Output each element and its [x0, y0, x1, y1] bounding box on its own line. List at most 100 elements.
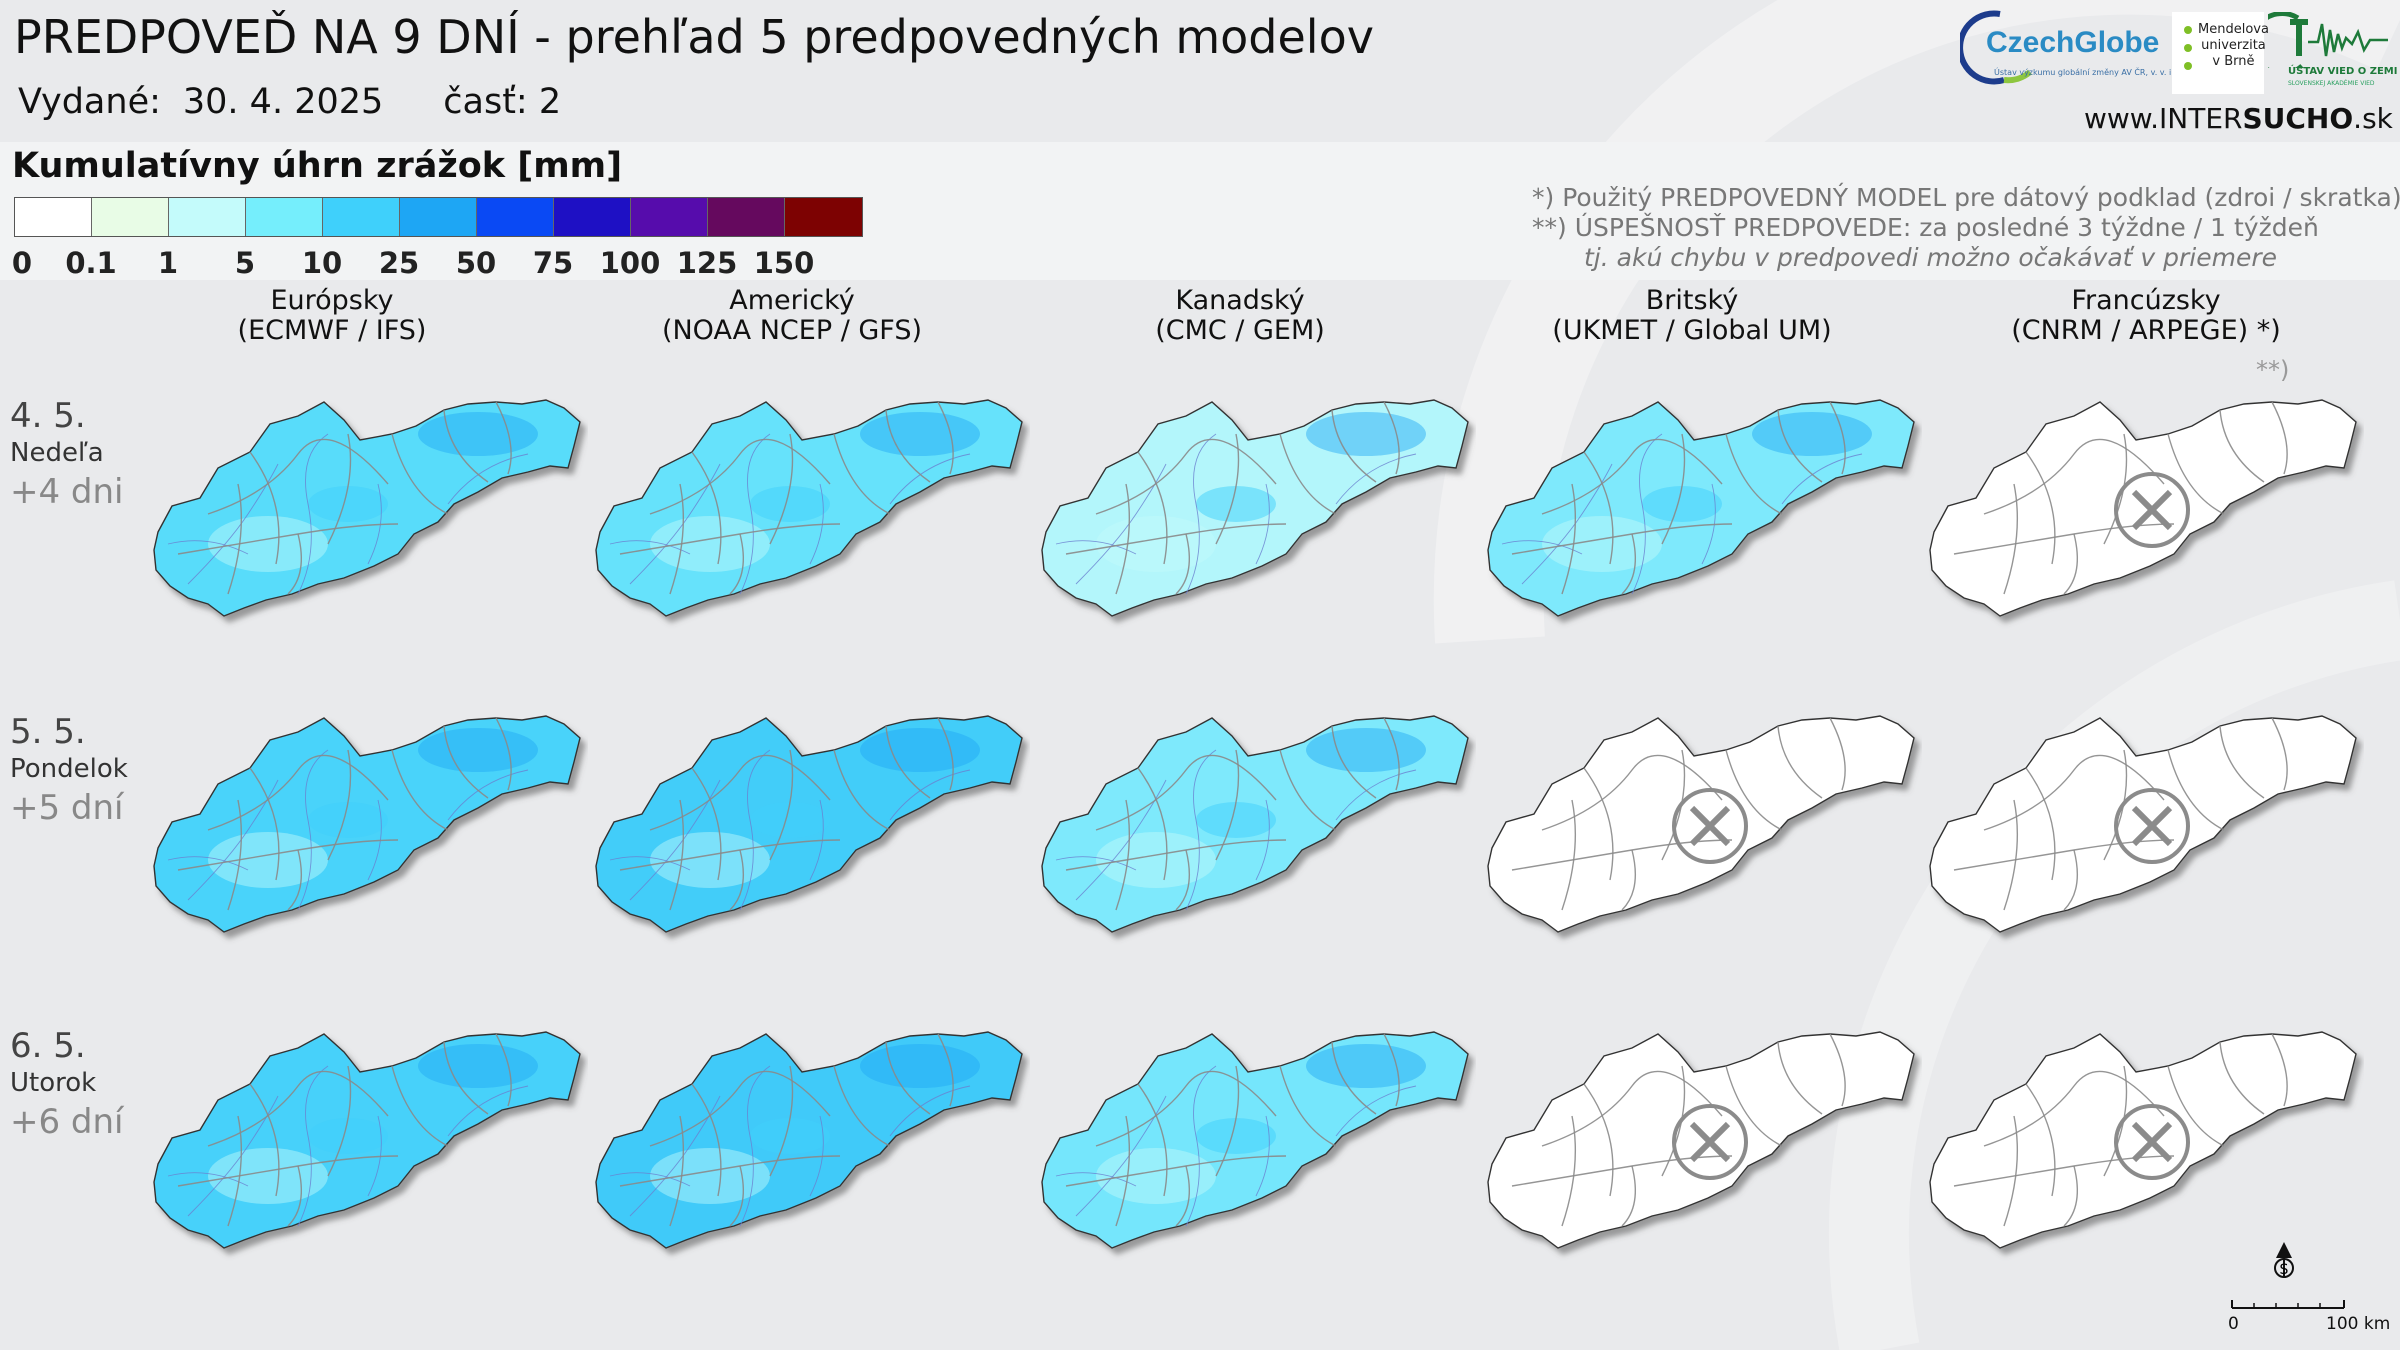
- slovakia-map: [153, 399, 581, 617]
- issued-label: Vydané:: [18, 82, 161, 122]
- legend-swatch-9: [708, 198, 785, 236]
- mendelu-line: Mendelova: [2198, 22, 2269, 37]
- scale-start: 0: [2228, 1314, 2239, 1334]
- legend-label-7: 75: [532, 246, 574, 280]
- map-r3-c2: [590, 1026, 1030, 1266]
- map-r3-c1: [148, 1026, 588, 1266]
- map-r3-c5: [1924, 1026, 2364, 1266]
- legend-label-4: 10: [301, 246, 343, 280]
- note-success: **) ÚSPEŠNOSŤ PREDPOVEDE: za posledné 3 …: [1532, 213, 2319, 242]
- ustav-vied-logo: ÚSTAV VIED O ZEMI SLOVENSKEJ AKADÉMIE VI…: [2268, 12, 2397, 94]
- legend-swatch-3: [246, 198, 323, 236]
- model-name: Francúzsky: [2071, 285, 2221, 316]
- column-header-american: Americký (NOAA NCEP / GFS): [642, 286, 942, 346]
- ustav-name: ÚSTAV VIED O ZEMI: [2288, 66, 2398, 77]
- map-r1-c2: [590, 394, 1030, 634]
- row-label-day-1: 4. 5. Nedeľa +4 dni: [10, 396, 124, 514]
- map-r2-c5: [1924, 710, 2364, 950]
- unavailable-icon: [1672, 788, 1748, 864]
- day-weekday: Pondelok: [10, 754, 128, 784]
- partner-logos: CzechGlobe Ústav výzkumu globální změny …: [1960, 6, 2397, 106]
- slovakia-map: [1929, 399, 2357, 617]
- map-r1-c3: [1036, 394, 1476, 634]
- legend-swatch-7: [554, 198, 631, 236]
- map-r2-c4: [1482, 710, 1922, 950]
- czechglobe-subtitle: Ústav výzkumu globální změny AV ČR, v. v…: [1994, 68, 2174, 77]
- unavailable-icon: [2114, 472, 2190, 548]
- issued-line: Vydané: 30. 4. 2025 časť: 2: [18, 82, 561, 122]
- issued-date: 30. 4. 2025: [182, 82, 384, 122]
- map-r3-c4: [1482, 1026, 1922, 1266]
- slovakia-map: [1929, 715, 2357, 933]
- row-label-day-2: 5. 5. Pondelok +5 dní: [10, 712, 128, 830]
- legend-color-bar: [14, 197, 863, 237]
- legend-label-8: 100: [599, 246, 661, 280]
- map-r2-c1: [148, 710, 588, 950]
- model-code: (NOAA NCEP / GFS): [661, 315, 923, 346]
- map-r2-c2: [590, 710, 1030, 950]
- row-label-day-3: 6. 5. Utorok +6 dní: [10, 1026, 124, 1144]
- unavailable-icon: [2114, 788, 2190, 864]
- model-code: (ECMWF / IFS): [237, 315, 427, 346]
- slovakia-map: [595, 715, 1023, 933]
- success-marker: **): [2256, 356, 2290, 384]
- legend-swatch-6: [477, 198, 554, 236]
- legend-labels: 0 0.1 1 5 10 25 50 75 100 125 150: [0, 246, 900, 280]
- legend-label-2: 1: [157, 246, 179, 280]
- czechglobe-logo: CzechGlobe Ústav výzkumu globální změny …: [1960, 6, 2174, 86]
- mendelu-dot-icon: [2184, 26, 2192, 34]
- legend-swatch-5: [400, 198, 477, 236]
- map-r1-c1: [148, 394, 588, 634]
- legend-swatch-0: [15, 198, 92, 236]
- model-code: (CMC / GEM): [1155, 315, 1325, 346]
- model-name: Európsky: [270, 285, 394, 316]
- slovakia-map: [1487, 399, 1915, 617]
- note-explanation: tj. akú chybu v predpovedi možno očakáva…: [1584, 243, 2278, 272]
- legend-swatch-4: [323, 198, 400, 236]
- day-date: 5. 5.: [10, 712, 86, 752]
- north-symbol: S: [2280, 1262, 2289, 1278]
- north-arrow-icon: S: [2231, 1242, 2345, 1309]
- model-name: Americký: [729, 285, 855, 316]
- legend-swatch-8: [631, 198, 708, 236]
- map-r2-c3: [1036, 710, 1476, 950]
- mendelu-dot-icon: [2184, 44, 2192, 52]
- model-name: Kanadský: [1175, 285, 1305, 316]
- slovakia-map: [595, 399, 1023, 617]
- mendelu-line: v Brně: [2212, 54, 2255, 69]
- mendelu-logo: Mendelova univerzita v Brně: [2172, 12, 2269, 94]
- slovakia-map: [1041, 399, 1469, 617]
- page-title: PREDPOVEĎ NA 9 DNÍ - prehľad 5 predpoved…: [14, 10, 1374, 64]
- legend-label-3: 5: [234, 246, 256, 280]
- czechglobe-arc-icon: [1960, 10, 2032, 85]
- slovakia-map: [153, 1031, 581, 1249]
- model-code: (CNRM / ARPEGE) *): [2011, 315, 2281, 346]
- unavailable-icon: [1672, 1104, 1748, 1180]
- website-prefix: www.INTER: [2084, 102, 2243, 135]
- day-offset: +5 dní: [10, 788, 124, 828]
- legend-label-5: 25: [378, 246, 420, 280]
- czechglobe-name: CzechGlobe: [1986, 26, 2160, 59]
- website-url[interactable]: www.INTERSUCHO.sk: [2084, 102, 2393, 135]
- column-header-european: Európsky (ECMWF / IFS): [182, 286, 482, 346]
- website-bold: SUCHO: [2242, 102, 2354, 135]
- legend-label-10: 150: [753, 246, 815, 280]
- legend-swatch-10: [785, 198, 862, 236]
- scale-end: 100 km: [2326, 1314, 2391, 1334]
- column-header-british: Britský (UKMET / Global UM): [1542, 286, 1842, 346]
- ustav-subtitle: SLOVENSKEJ AKADÉMIE VIED: [2288, 80, 2375, 87]
- model-code: (UKMET / Global UM): [1552, 315, 1832, 346]
- website-suffix: .sk: [2353, 102, 2393, 135]
- column-header-canadian: Kanadský (CMC / GEM): [1090, 286, 1390, 346]
- legend-label-0: 0: [11, 246, 33, 280]
- column-header-french: Francúzsky (CNRM / ARPEGE) *): [1996, 286, 2296, 346]
- slovakia-map: [1929, 1031, 2357, 1249]
- day-weekday: Utorok: [10, 1068, 97, 1098]
- slovakia-map: [1041, 1031, 1469, 1249]
- model-name: Britský: [1645, 285, 1739, 316]
- day-date: 4. 5.: [10, 396, 86, 436]
- day-offset: +4 dni: [10, 472, 124, 512]
- day-weekday: Nedeľa: [10, 438, 104, 468]
- legend-swatch-2: [169, 198, 246, 236]
